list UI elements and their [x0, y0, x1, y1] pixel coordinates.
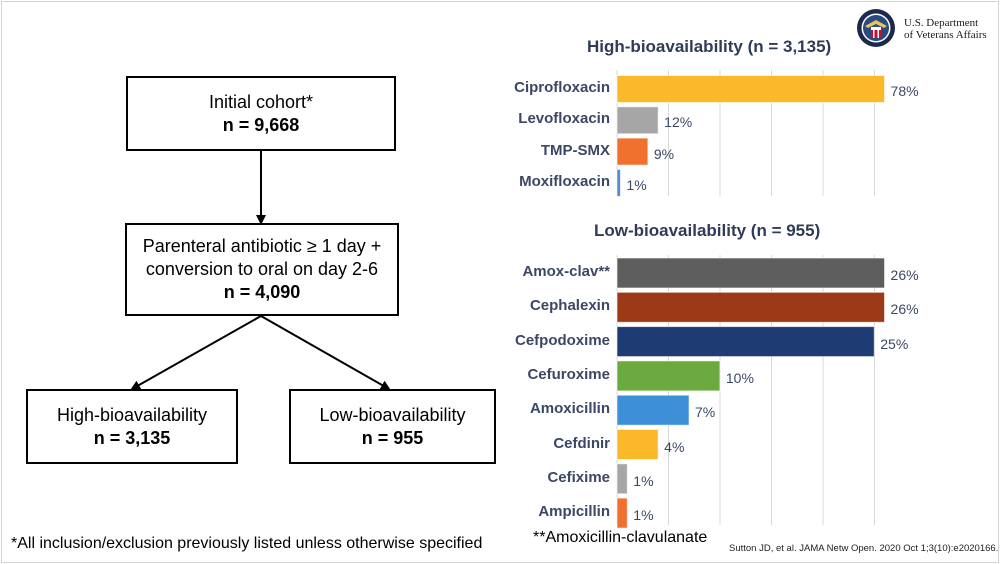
high-bioavailability-label: High-bioavailability [56, 404, 208, 425]
low-category-label: Cefuroxime [527, 365, 610, 383]
parenteral-n: n = 4,090 [223, 282, 301, 302]
va-logo: U.S. Department of Veterans Affairs [856, 8, 996, 50]
low-category-label: Cephalexin [529, 297, 610, 315]
low-value-label: 25% [880, 335, 909, 352]
parenteral-line1: Parenteral antibiotic ≥ 1 day + [142, 236, 382, 256]
high-category-label: Levofloxacin [518, 110, 610, 128]
low-bar-cefuroxime [616, 360, 721, 392]
high-category-label: TMP-SMX [540, 141, 610, 159]
va-seal-icon [857, 9, 895, 47]
parenteral-line2: conversion to oral on day 2-6 [145, 259, 379, 279]
low-bioavailability-label: Low-bioavailability [319, 404, 466, 425]
high-category-label: Moxifloxacin [519, 172, 610, 190]
low-category-label: Cefdinir [553, 434, 610, 452]
high-bar-tmp-smx [616, 137, 649, 166]
initial-cohort-box: Initial cohort* n = 9,668 [126, 76, 396, 151]
high-value-label: 9% [653, 145, 675, 162]
low-value-label: 1% [633, 472, 654, 489]
citation: Sutton JD, et al. JAMA Netw Open. 2020 O… [729, 543, 999, 554]
low-bar-cefixime [616, 463, 628, 495]
high-chart-title: High-bioavailability (n = 3,135) [587, 37, 832, 56]
footnote-inclusion: *All inclusion/exclusion previously list… [11, 535, 483, 552]
low-value-label: 26% [890, 267, 919, 283]
high-category-label: Ciprofloxacin [514, 79, 610, 96]
high-bar-ciprofloxacin [616, 75, 886, 103]
high-bar-levofloxacin [616, 106, 659, 135]
low-category-label: Cefpodoxime [514, 331, 610, 349]
low-category-label: Amox-clav** [522, 263, 610, 280]
va-logo-line2: of Veterans Affairs [904, 29, 987, 41]
low-bioavailability-box: Low-bioavailability n = 955 [289, 389, 496, 464]
low-value-label: 4% [664, 438, 685, 455]
high-bar-moxifloxacin [616, 168, 621, 197]
parenteral-box: Parenteral antibiotic ≥ 1 day + conversi… [125, 223, 399, 316]
va-logo-text: U.S. Department of Veterans Affairs [904, 17, 987, 41]
low-category-label: Amoxicillin [529, 400, 610, 418]
low-chart-title: Low-bioavailability (n = 955) [594, 221, 821, 240]
high-bioavailability-n: n = 3,135 [93, 427, 171, 448]
high-value-label: 78% [890, 83, 919, 99]
initial-cohort-n: n = 9,668 [222, 114, 300, 135]
high-value-label: 12% [664, 114, 693, 131]
va-logo-line1: U.S. Department [904, 17, 979, 29]
low-bar-cephalexin [616, 291, 886, 323]
low-bar-amox-clav [616, 257, 886, 289]
low-bar-cefdinir [616, 429, 659, 460]
footnote-amox-clav: **Amoxicillin-clavulanate [533, 529, 708, 546]
low-bar-ampicillin [616, 497, 628, 529]
low-category-label: Cefixime [547, 468, 610, 486]
high-bioavailability-box: High-bioavailability n = 3,135 [26, 389, 238, 464]
low-value-label: 1% [633, 507, 654, 524]
low-bar-amoxicillin [616, 394, 690, 426]
low-bioavailability-n: n = 955 [361, 427, 424, 448]
low-value-label: 7% [695, 404, 716, 421]
initial-cohort-label: Initial cohort* [208, 91, 314, 112]
low-category-label: Ampicillin [538, 503, 610, 521]
low-bar-cefpodoxime [616, 326, 875, 358]
high-value-label: 1% [626, 176, 647, 193]
low-value-label: 26% [890, 301, 919, 318]
low-value-label: 10% [725, 369, 754, 386]
